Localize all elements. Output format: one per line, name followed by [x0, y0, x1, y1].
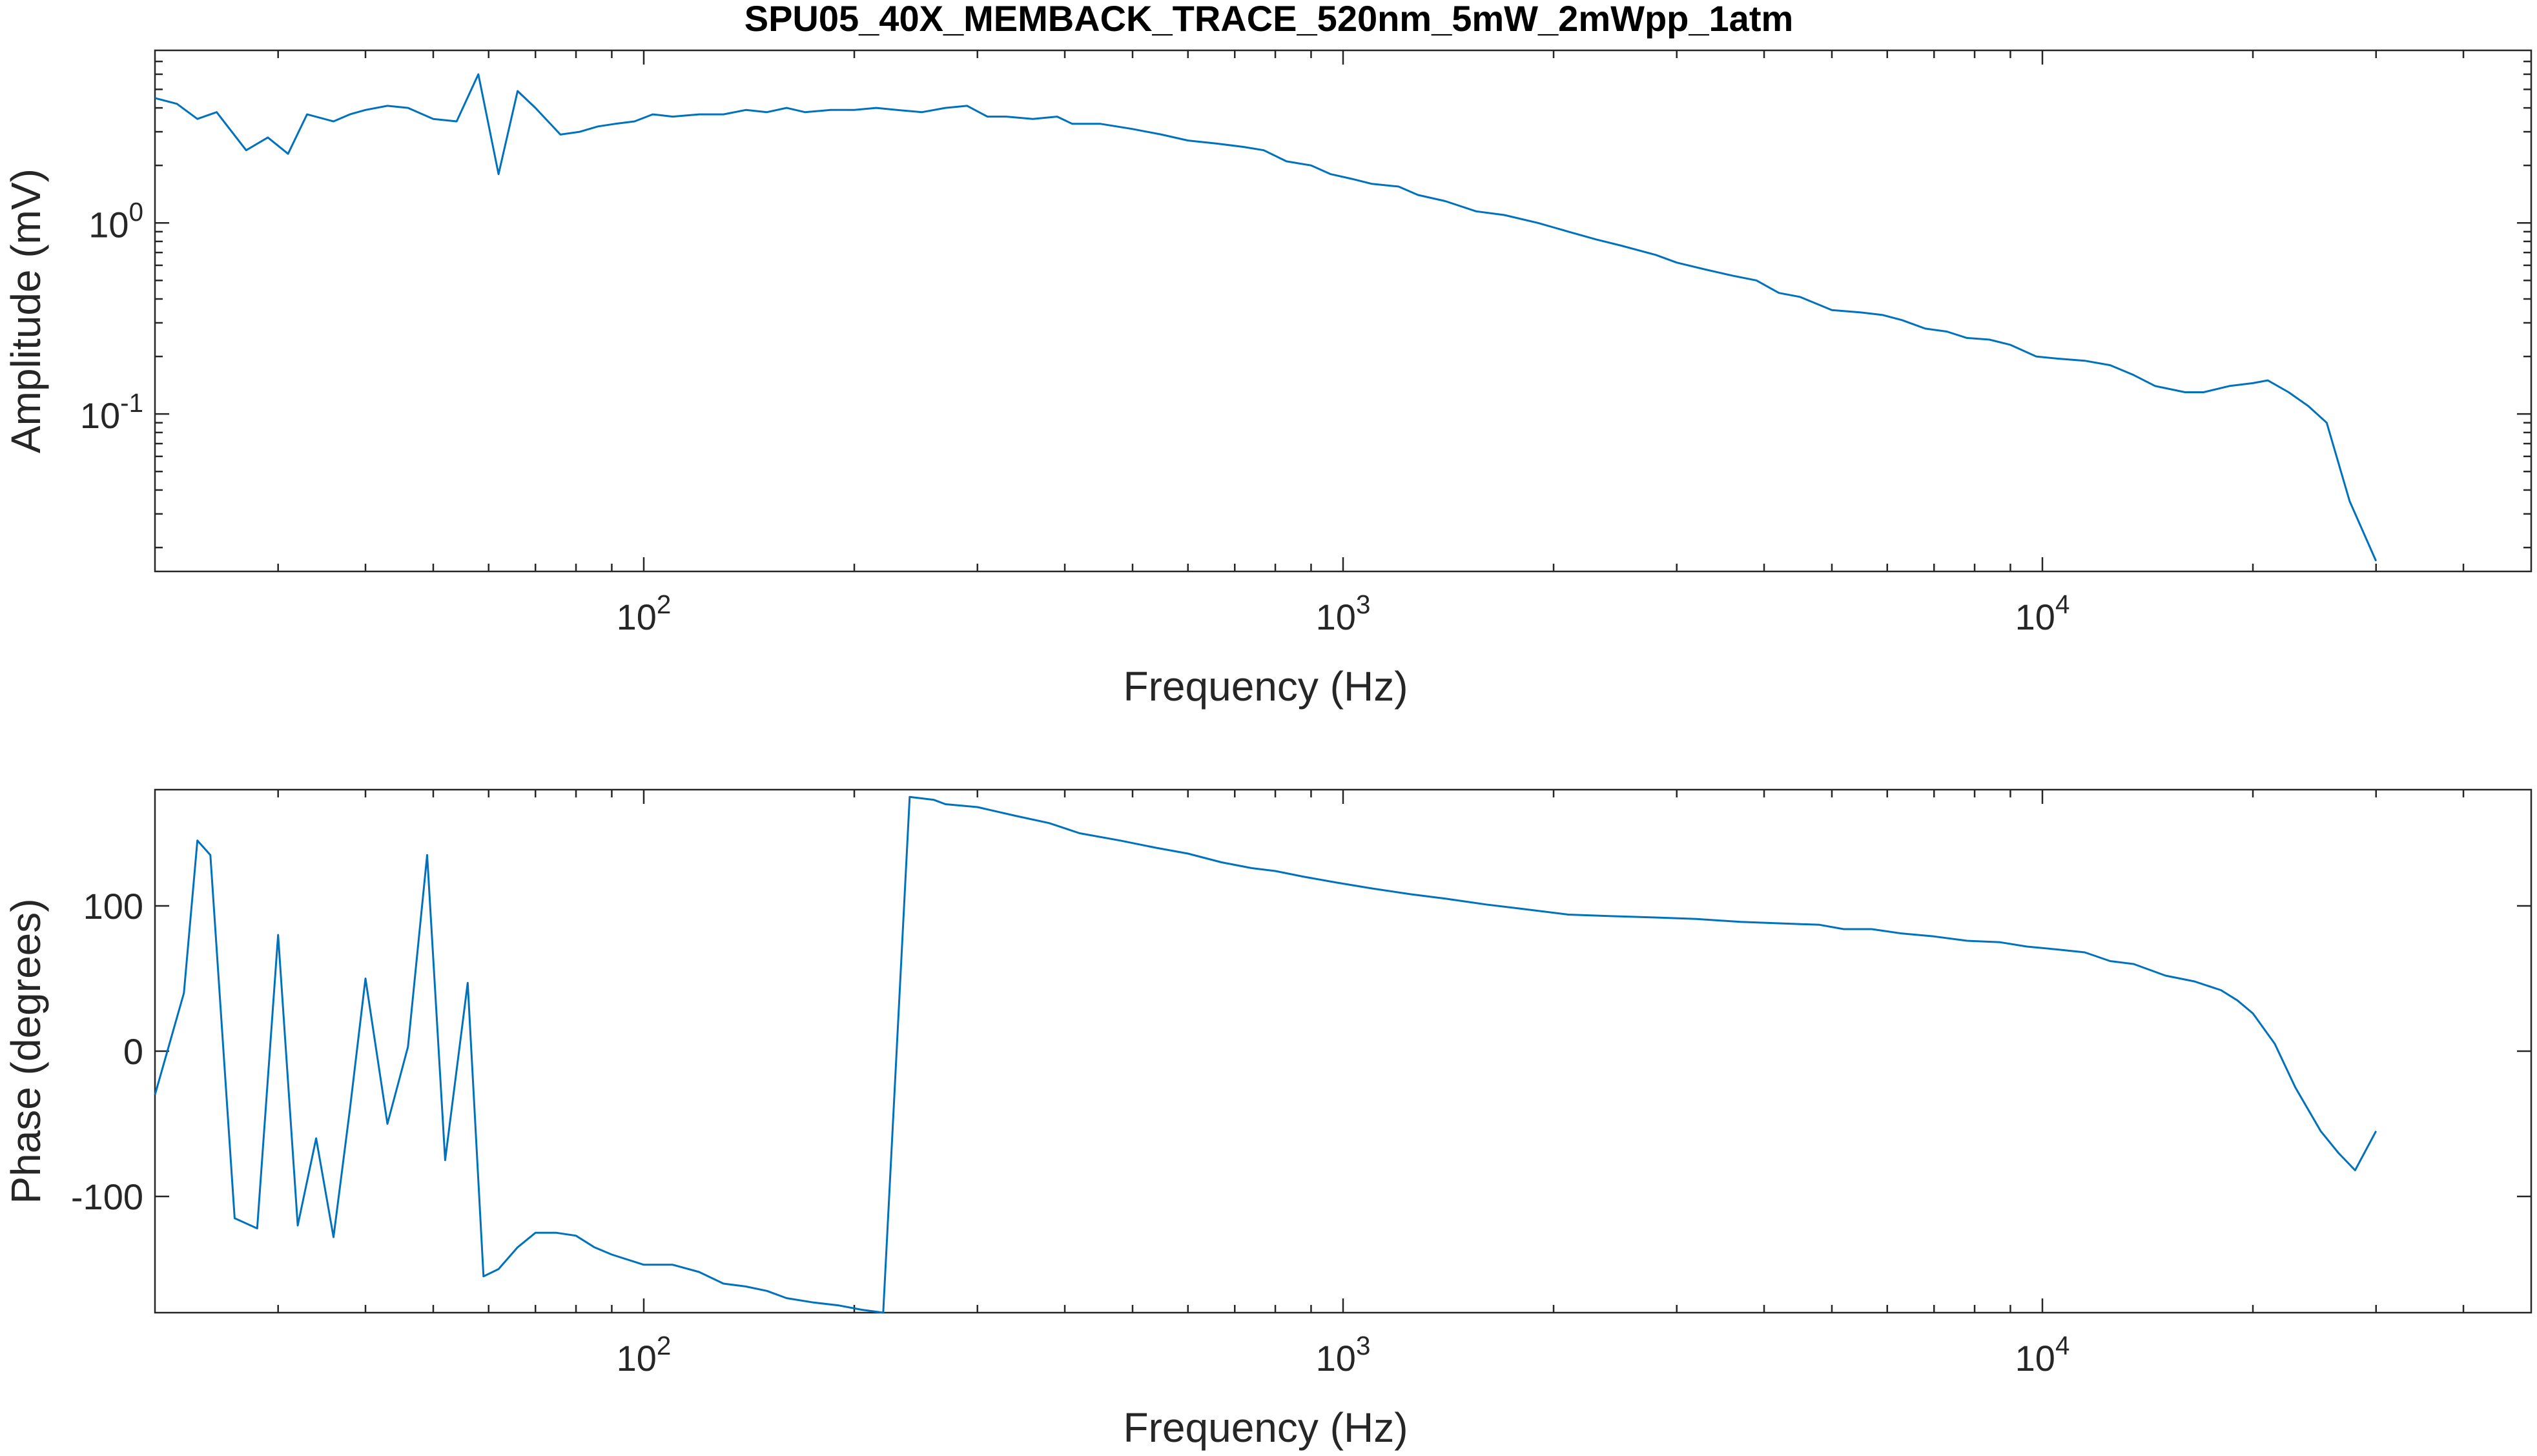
y-tick-label: 10-1: [80, 388, 143, 436]
plot-area-box: [154, 49, 2532, 573]
x-axis-label: Frequency (Hz): [1124, 663, 1408, 710]
y-tick-label: 100: [83, 886, 143, 927]
series-line: [154, 795, 2378, 1314]
x-tick-label: 103: [1316, 590, 1371, 637]
y-tick-label: -100: [71, 1176, 143, 1217]
chart-title: SPU05_40X_MEMBACK_TRACE_520nm_5mW_2mWpp_…: [745, 0, 1794, 39]
phase-plot: 102 103 104 -100 0 100 Frequency (Hz) Phase (de…: [3, 788, 2532, 1451]
x-tick-label: 103: [1316, 1331, 1371, 1379]
y-tick-label: 0: [123, 1031, 143, 1072]
plot-area-box: [154, 788, 2532, 1314]
y-axis-label: Amplitude (mV): [3, 169, 49, 453]
amplitude-plot: 102 103 104 10-1 100 Frequency (Hz) Amplitude …: [3, 49, 2532, 710]
y-tick-label: 100: [88, 197, 143, 245]
x-tick-label: 104: [2015, 1331, 2070, 1379]
series-line: [154, 73, 2378, 562]
x-tick-label: 102: [617, 1331, 672, 1379]
x-tick-label: 104: [2015, 590, 2070, 637]
y-axis-label: Phase (degrees): [3, 898, 49, 1204]
x-axis-label: Frequency (Hz): [1124, 1404, 1408, 1451]
x-tick-label: 102: [617, 590, 672, 637]
